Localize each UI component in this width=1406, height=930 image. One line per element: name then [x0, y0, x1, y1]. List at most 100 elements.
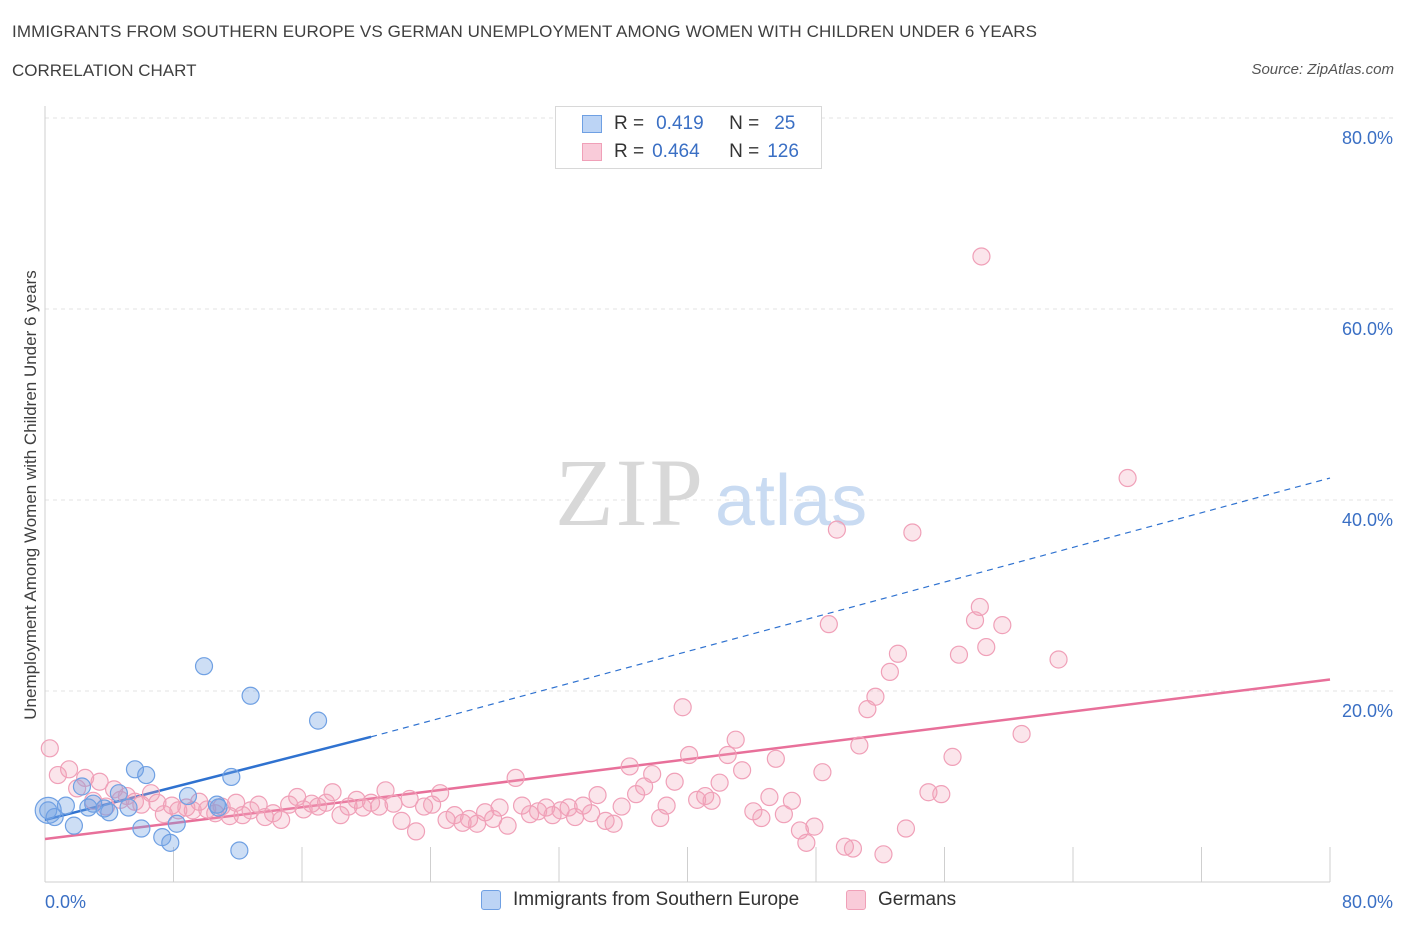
point-southern-europe — [209, 798, 228, 817]
point-germans — [797, 833, 816, 852]
point-germans — [384, 794, 403, 813]
point-southern-europe — [84, 794, 103, 813]
point-germans — [347, 790, 366, 809]
point-germans — [843, 839, 863, 858]
point-germans — [1049, 650, 1068, 669]
point-germans — [620, 757, 639, 776]
point-germans — [943, 747, 962, 766]
y-tick-label: 20.0% — [1342, 701, 1393, 721]
point-germans — [148, 793, 167, 812]
point-germans — [972, 247, 991, 266]
point-southern-europe — [207, 795, 226, 814]
point-southern-europe — [167, 814, 186, 833]
point-germans — [588, 785, 607, 805]
point-southern-europe — [72, 777, 92, 796]
point-germans — [490, 798, 509, 817]
point-germans — [993, 616, 1012, 635]
point-germans — [896, 819, 916, 838]
series-legend: Immigrants from Southern Europe Germans — [0, 889, 1406, 917]
point-germans — [665, 772, 684, 791]
point-germans — [596, 811, 615, 830]
point-germans — [1118, 468, 1137, 488]
point-southern-europe — [241, 686, 260, 705]
series-legend-item-germans[interactable]: Germans — [846, 889, 956, 911]
series-legend-item-southern-europe[interactable]: Immigrants from Southern Europe — [481, 889, 799, 911]
point-germans — [559, 798, 578, 817]
legend-n-value-blue: 25 — [774, 113, 796, 134]
legend-swatch-blue — [582, 115, 602, 133]
series-swatch-pink — [846, 890, 866, 910]
point-germans — [702, 791, 721, 810]
tick-labels: 20.0% 40.0% 60.0% 80.0% 0.0% 80.0% — [45, 128, 1393, 912]
point-southern-europe — [64, 816, 84, 835]
point-germans — [506, 768, 525, 788]
point-germans — [726, 730, 745, 749]
point-germans — [718, 745, 737, 765]
point-southern-europe — [194, 657, 214, 676]
point-germans — [827, 520, 846, 539]
point-germans — [392, 811, 411, 830]
point-germans — [90, 772, 109, 791]
point-germans — [949, 645, 969, 664]
point-germans — [370, 797, 389, 816]
legend-r-label: R = — [614, 141, 645, 162]
point-germans — [965, 611, 985, 630]
point-southern-europe — [308, 711, 328, 730]
point-germans — [813, 763, 832, 782]
watermark-atlas: atlas — [715, 461, 867, 541]
watermark-zip: ZIP — [555, 439, 705, 546]
point-germans — [406, 822, 426, 841]
legend-r-label: R = — [614, 113, 645, 134]
point-germans — [680, 745, 699, 765]
point-germans — [673, 698, 692, 717]
point-southern-europe — [230, 841, 249, 860]
point-germans — [874, 845, 893, 864]
y-axis-label: Unemployment Among Women with Children U… — [21, 270, 40, 719]
legend-row-pink: R = 0.464 N = 126 — [582, 140, 799, 164]
point-southern-europe — [178, 786, 198, 806]
point-germans — [880, 662, 899, 682]
point-germans — [400, 789, 419, 809]
point-germans — [537, 798, 556, 817]
source-label: Source: ZipAtlas.com — [1251, 61, 1394, 78]
legend-n-value-pink: 126 — [767, 141, 799, 162]
point-germans — [766, 749, 785, 768]
point-germans — [657, 796, 676, 815]
point-germans — [760, 787, 779, 807]
point-germans — [376, 781, 395, 800]
legend-row-blue: R = 0.419 N = 25 — [582, 112, 795, 136]
point-germans — [805, 817, 824, 836]
point-germans — [774, 805, 793, 824]
y-tick-label: 80.0% — [1342, 128, 1393, 148]
point-germans — [970, 597, 989, 617]
point-germans — [612, 797, 631, 816]
point-germans — [316, 793, 336, 812]
x-tick-label-min: 0.0% — [45, 892, 86, 912]
point-germans — [48, 765, 67, 785]
point-germans — [903, 523, 922, 542]
point-germans — [431, 784, 450, 803]
series-label-germans: Germans — [878, 889, 957, 910]
point-germans — [782, 791, 802, 810]
point-germans — [141, 784, 161, 803]
y-tick-label: 60.0% — [1342, 319, 1393, 339]
point-southern-europe — [137, 765, 156, 785]
gridlines — [45, 117, 1395, 692]
point-germans — [582, 804, 601, 823]
point-southern-europe — [222, 767, 241, 787]
point-germans — [932, 785, 951, 804]
series-label-southern-europe: Immigrants from Southern Europe — [513, 889, 800, 910]
correlation-legend: R = 0.419 N = 25 R = 0.464 N = 126 — [555, 106, 822, 169]
point-germans — [272, 810, 291, 830]
x-tick-label-max: 80.0% — [1342, 892, 1393, 912]
point-southern-europe-large — [34, 796, 62, 824]
axes — [44, 106, 1331, 883]
point-southern-europe — [125, 760, 145, 779]
point-germans — [819, 615, 838, 634]
point-germans — [59, 760, 79, 779]
point-germans — [1012, 724, 1031, 744]
point-southern-europe — [132, 819, 151, 838]
point-germans — [977, 637, 996, 657]
point-germans — [752, 808, 771, 828]
